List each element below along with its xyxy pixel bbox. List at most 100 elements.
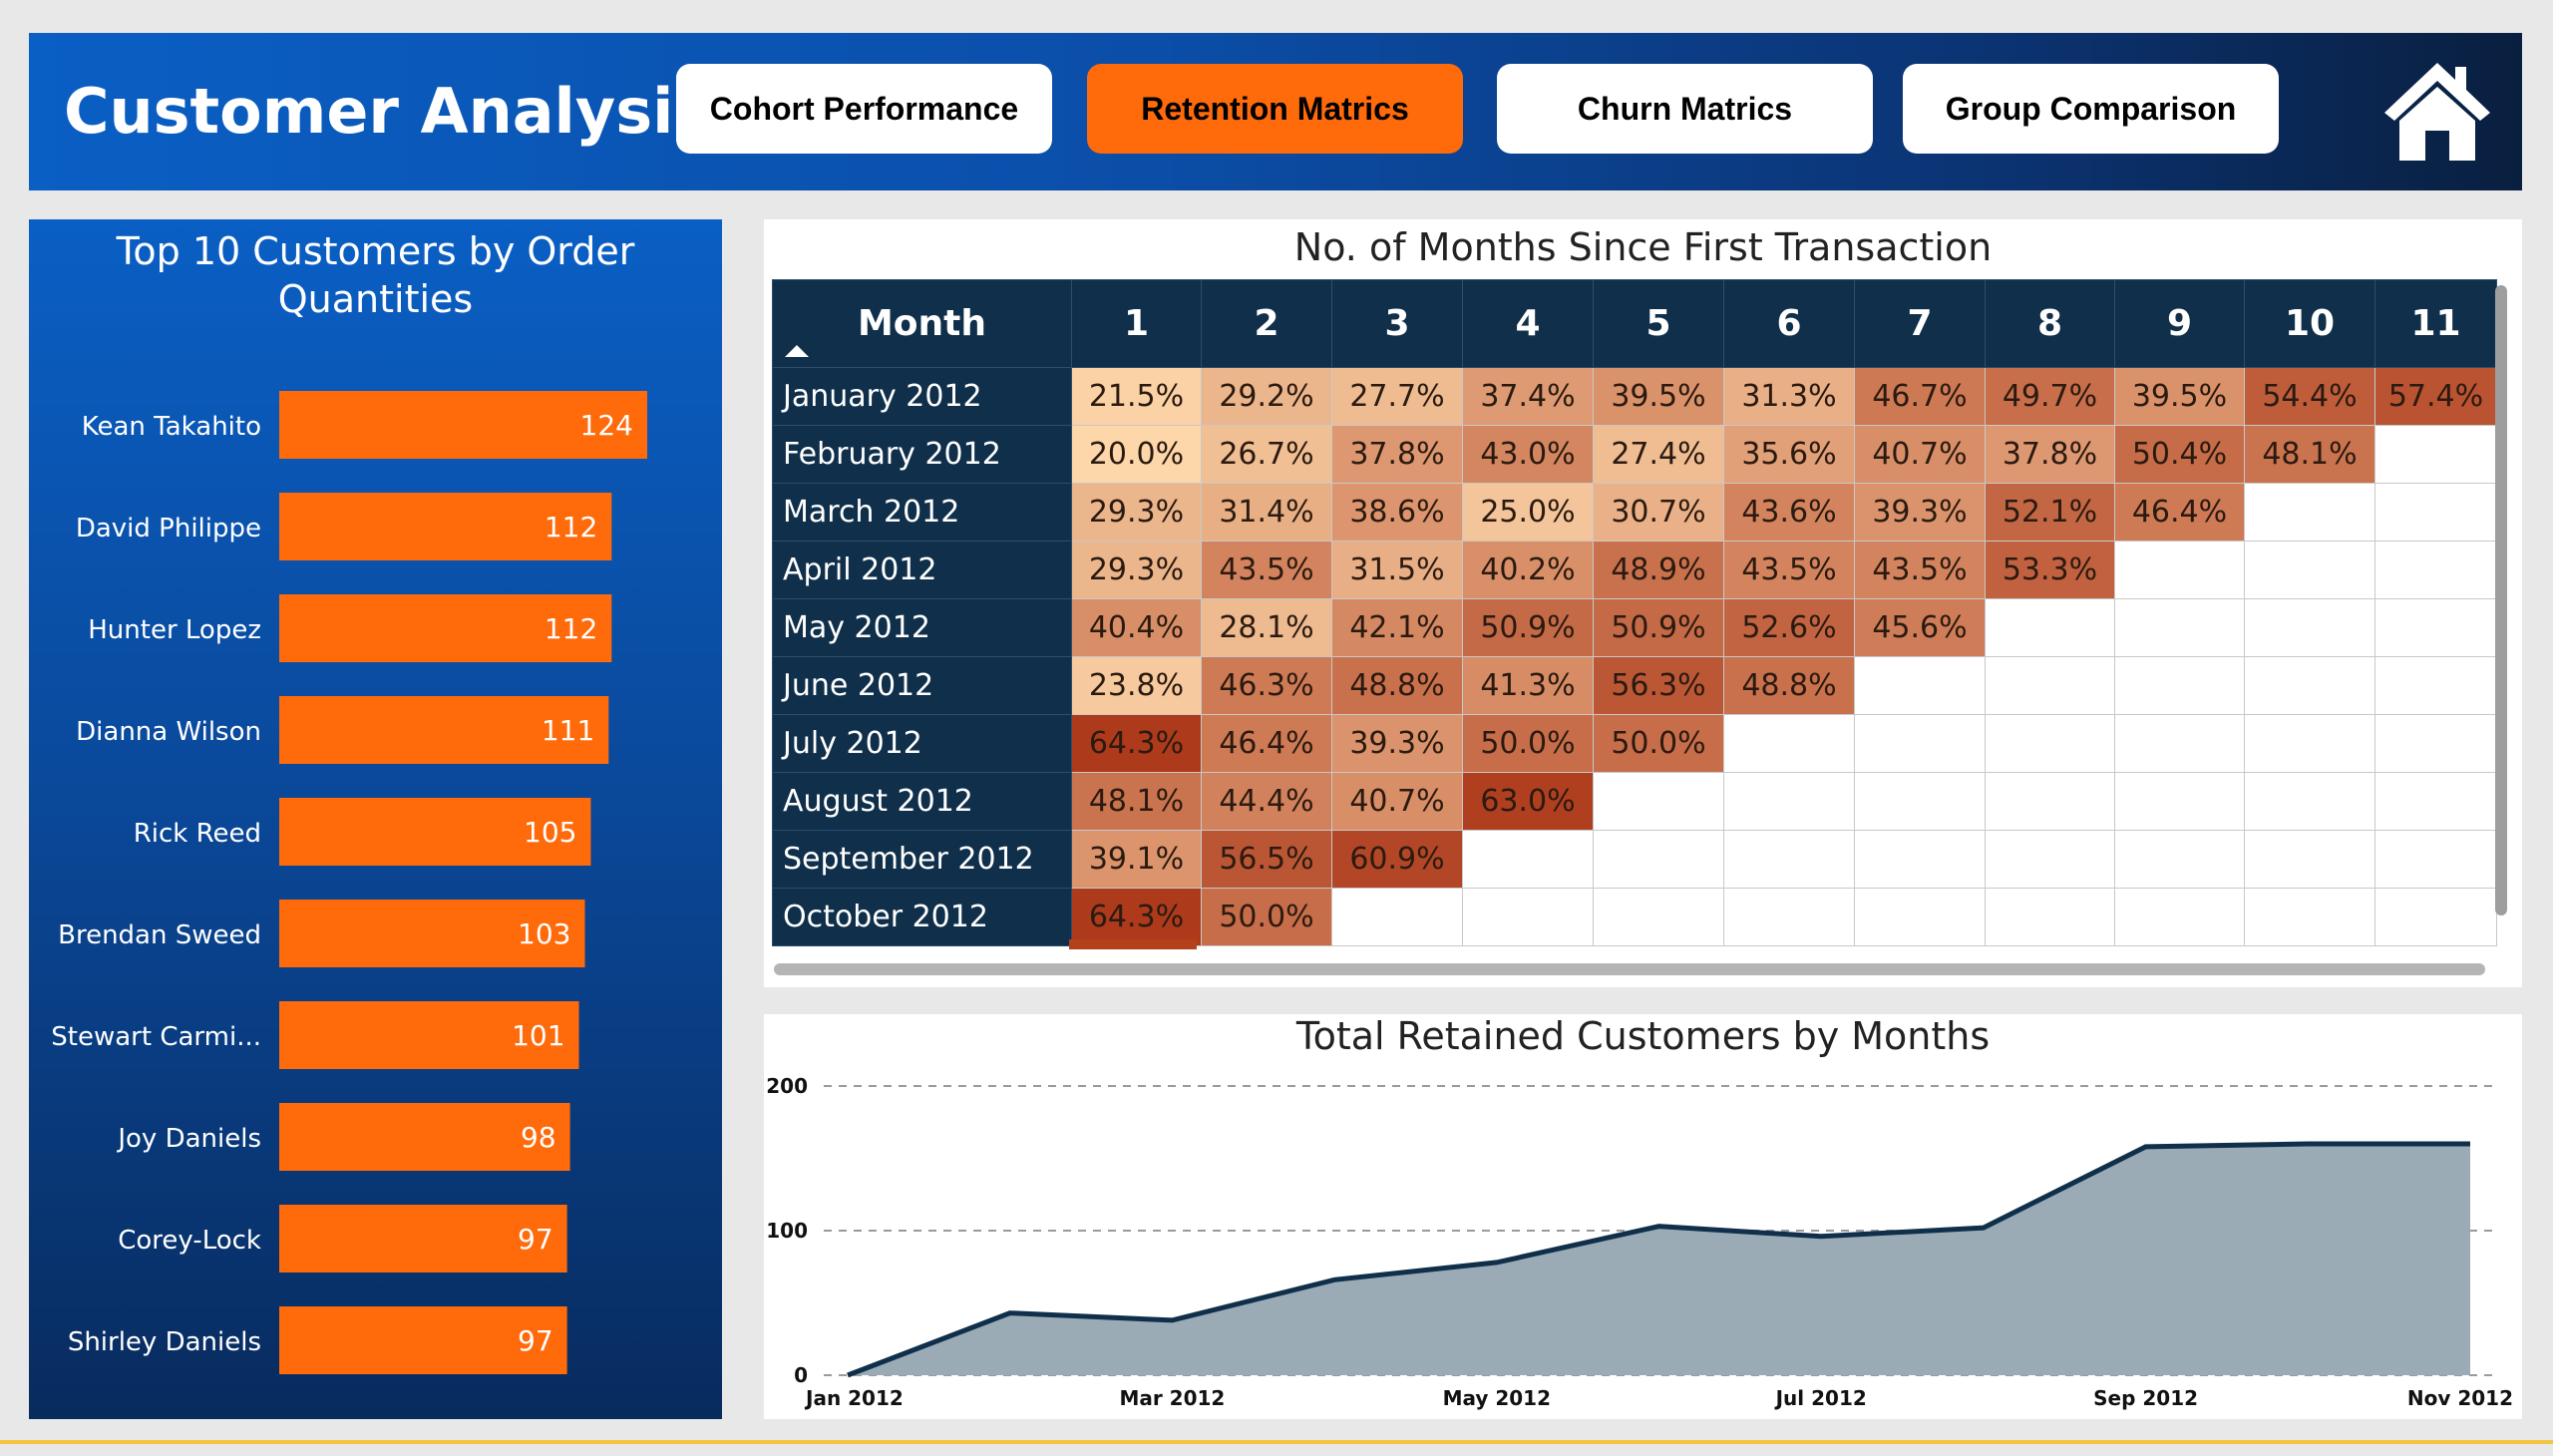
retention-matrix-panel: No. of Months Since First Transaction Mo… — [764, 219, 2522, 987]
bar[interactable] — [279, 696, 609, 764]
retention-cell: 37.8% — [1331, 425, 1463, 484]
retention-cell: 30.7% — [1593, 483, 1724, 542]
top-customers-bar-chart: Kean Takahito 124 David Philippe 112 Hunter … — [51, 391, 647, 1374]
bar[interactable] — [279, 1001, 579, 1069]
retention-cell — [2374, 714, 2497, 773]
retention-cell — [1985, 772, 2115, 831]
cohort-month-cell: September 2012 — [772, 830, 1072, 889]
retention-cell — [2244, 888, 2375, 946]
table-row: June 2012 23.8% 46.3% 48.8% 41.3% 56.3% 48.8% — [772, 656, 2497, 715]
bar[interactable] — [279, 594, 612, 662]
retention-cell — [1854, 772, 1986, 831]
month-offset-column-header[interactable]: 1 — [1071, 279, 1202, 368]
nav-retention-matrics-button[interactable]: Retention Matrics — [1087, 64, 1463, 154]
table-row: October 2012 64.3% 50.0% — [772, 888, 2497, 946]
bar-value-label: 124 — [580, 409, 633, 442]
month-offset-column-header[interactable]: 6 — [1723, 279, 1855, 368]
bar[interactable] — [279, 1306, 567, 1374]
bar-value-label: 98 — [521, 1121, 556, 1154]
retention-cell — [1985, 714, 2115, 773]
month-offset-column-header[interactable]: 8 — [1985, 279, 2115, 368]
retention-cell: 48.8% — [1331, 656, 1463, 715]
table-row: February 2012 20.0% 26.7% 37.8% 43.0% 27.4% 35… — [772, 425, 2497, 484]
month-offset-column-header[interactable]: 5 — [1593, 279, 1724, 368]
sort-ascending-icon[interactable] — [785, 345, 809, 357]
retention-cell — [1985, 598, 2115, 657]
retention-cell — [1985, 888, 2115, 946]
month-offset-column-header[interactable]: 4 — [1462, 279, 1594, 368]
retention-cell: 39.5% — [1593, 367, 1724, 426]
retention-cell — [2114, 541, 2245, 599]
retention-cell: 37.4% — [1462, 367, 1594, 426]
retention-cell: 64.3% — [1071, 888, 1202, 946]
retention-cell: 43.5% — [1723, 541, 1855, 599]
retention-cell: 48.8% — [1723, 656, 1855, 715]
retention-cell: 45.6% — [1854, 598, 1986, 657]
area-fill — [848, 1144, 2470, 1375]
month-offset-column-header[interactable]: 10 — [2244, 279, 2375, 368]
partial-row-indicator — [1069, 939, 1197, 949]
vertical-scrollbar[interactable] — [2495, 285, 2507, 915]
retention-cell: 40.7% — [1854, 425, 1986, 484]
bar[interactable] — [279, 493, 612, 560]
retention-cell: 44.4% — [1201, 772, 1332, 831]
cohort-month-cell: January 2012 — [772, 367, 1072, 426]
horizontal-scrollbar[interactable] — [774, 963, 2485, 975]
bar-category-label: Shirley Daniels — [68, 1327, 261, 1357]
x-tick-label: Jan 2012 — [804, 1386, 904, 1410]
month-offset-column-header[interactable]: 9 — [2114, 279, 2245, 368]
bar-category-label: Stewart Carmi... — [51, 1022, 261, 1052]
nav-group-comparison-button[interactable]: Group Comparison — [1903, 64, 2279, 154]
retention-cell: 35.6% — [1723, 425, 1855, 484]
retention-cell — [2244, 830, 2375, 889]
retention-cell — [1331, 888, 1463, 946]
month-offset-column-header[interactable]: 11 — [2374, 279, 2497, 368]
retention-cell: 37.8% — [1985, 425, 2115, 484]
retention-cell — [2374, 483, 2497, 542]
retention-cell — [1985, 656, 2115, 715]
retention-cell: 50.0% — [1462, 714, 1594, 773]
nav-churn-matrics-button[interactable]: Churn Matrics — [1497, 64, 1873, 154]
bar[interactable] — [279, 391, 647, 459]
retention-cell: 38.6% — [1331, 483, 1463, 542]
table-row: August 2012 48.1% 44.4% 40.7% 63.0% — [772, 772, 2497, 831]
bar-category-label: Rick Reed — [134, 819, 261, 849]
retention-cell: 43.6% — [1723, 483, 1855, 542]
retention-cell: 29.3% — [1071, 483, 1202, 542]
bar-category-label: Kean Takahito — [82, 412, 261, 442]
table-row: September 2012 39.1% 56.5% 60.9% — [772, 830, 2497, 889]
page-title: Customer Analysis — [64, 75, 711, 148]
retention-cell: 42.1% — [1331, 598, 1463, 657]
retention-cell: 46.4% — [1201, 714, 1332, 773]
month-offset-column-header[interactable]: 3 — [1331, 279, 1463, 368]
bar-category-label: Joy Daniels — [116, 1124, 261, 1154]
y-tick-label: 200 — [766, 1074, 808, 1098]
retention-cell: 39.3% — [1331, 714, 1463, 773]
retention-cell — [2374, 541, 2497, 599]
month-offset-column-header[interactable]: 7 — [1854, 279, 1986, 368]
table-row: May 2012 40.4% 28.1% 42.1% 50.9% 50.9% 52.6% 45… — [772, 598, 2497, 657]
bar[interactable] — [279, 1103, 570, 1171]
header-banner: Customer Analysis Cohort Performance Ret… — [29, 33, 2522, 190]
bar[interactable] — [279, 900, 585, 967]
retention-cell: 25.0% — [1462, 483, 1594, 542]
retention-cell: 23.8% — [1071, 656, 1202, 715]
retention-cell: 46.4% — [2114, 483, 2245, 542]
bar[interactable] — [279, 1205, 567, 1273]
retention-cell — [2114, 772, 2245, 831]
retention-cell — [2244, 714, 2375, 773]
retention-cell: 50.9% — [1593, 598, 1724, 657]
month-offset-column-header[interactable]: 2 — [1201, 279, 1332, 368]
nav-cohort-performance-button[interactable]: Cohort Performance — [676, 64, 1052, 154]
series-line[interactable] — [847, 1141, 2470, 1378]
retention-cell: 63.0% — [1462, 772, 1594, 831]
bar-value-label: 97 — [518, 1324, 553, 1357]
home-icon[interactable] — [2380, 57, 2495, 165]
retention-cell — [1854, 888, 1986, 946]
retention-cell — [1462, 830, 1594, 889]
retention-cell — [1723, 830, 1855, 889]
bar-value-label: 101 — [512, 1019, 564, 1052]
retention-cell: 27.7% — [1331, 367, 1463, 426]
month-column-header[interactable]: Month — [772, 279, 1072, 368]
bar[interactable] — [279, 798, 591, 866]
